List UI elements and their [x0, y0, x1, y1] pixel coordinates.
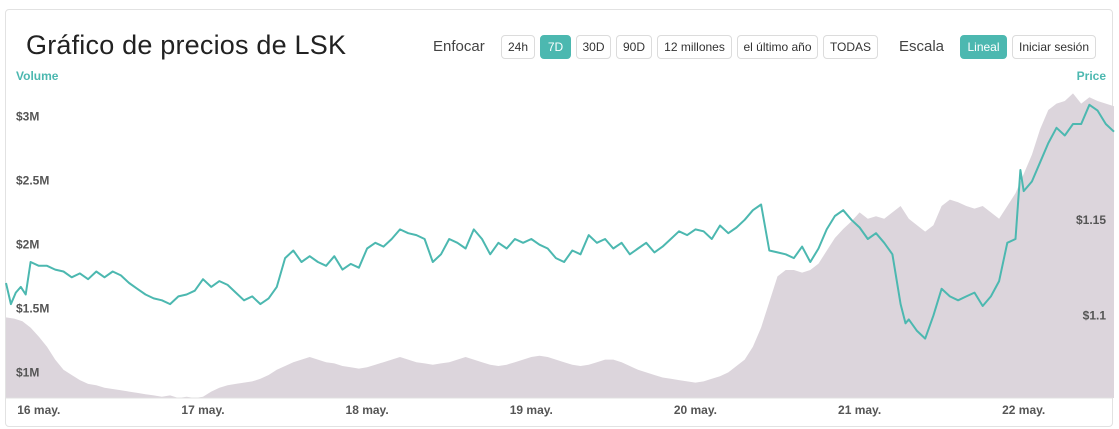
- zoom-button-90d[interactable]: 90D: [616, 35, 652, 59]
- price-tick-label: $1.15: [1076, 213, 1106, 227]
- volume-tick-label: $1M: [16, 365, 39, 379]
- volume-tick-label: $2.5M: [16, 173, 49, 187]
- zoom-button-12m[interactable]: 12 millones: [657, 35, 732, 59]
- x-tick-label: 16 may.: [17, 403, 60, 417]
- volume-area: [6, 93, 1114, 399]
- x-tick-label: 21 may.: [838, 403, 881, 417]
- page-title: Gráfico de precios de LSK: [26, 30, 347, 60]
- price-tick-label: $1.1: [1083, 309, 1107, 323]
- scale-button-linear[interactable]: Lineal: [960, 35, 1007, 59]
- zoom-label: Enfocar: [433, 38, 485, 55]
- zoom-button-last-year[interactable]: el último año: [737, 35, 818, 59]
- scale-label: Escala: [899, 38, 945, 55]
- price-line: [5, 103, 1115, 340]
- x-tick-label: 19 may.: [510, 403, 553, 417]
- zoom-button-24h[interactable]: 24h: [501, 35, 535, 59]
- x-tick-label: 18 may.: [346, 403, 389, 417]
- x-tick-label: 22 may.: [1002, 403, 1045, 417]
- zoom-button-30d[interactable]: 30D: [576, 35, 611, 59]
- volume-axis-label: Volume: [16, 69, 59, 83]
- scale-button-log[interactable]: Iniciar sesión: [1012, 35, 1096, 59]
- zoom-button-all[interactable]: TODAS: [823, 35, 878, 59]
- zoom-button-7d[interactable]: 7D: [540, 35, 571, 59]
- x-tick-label: 20 may.: [674, 403, 717, 417]
- volume-tick-label: $3M: [16, 109, 39, 123]
- volume-tick-label: $1.5M: [16, 301, 49, 315]
- volume-tick-label: $2M: [16, 237, 39, 251]
- x-tick-label: 17 may.: [181, 403, 224, 417]
- price-axis-label: Price: [1077, 69, 1107, 83]
